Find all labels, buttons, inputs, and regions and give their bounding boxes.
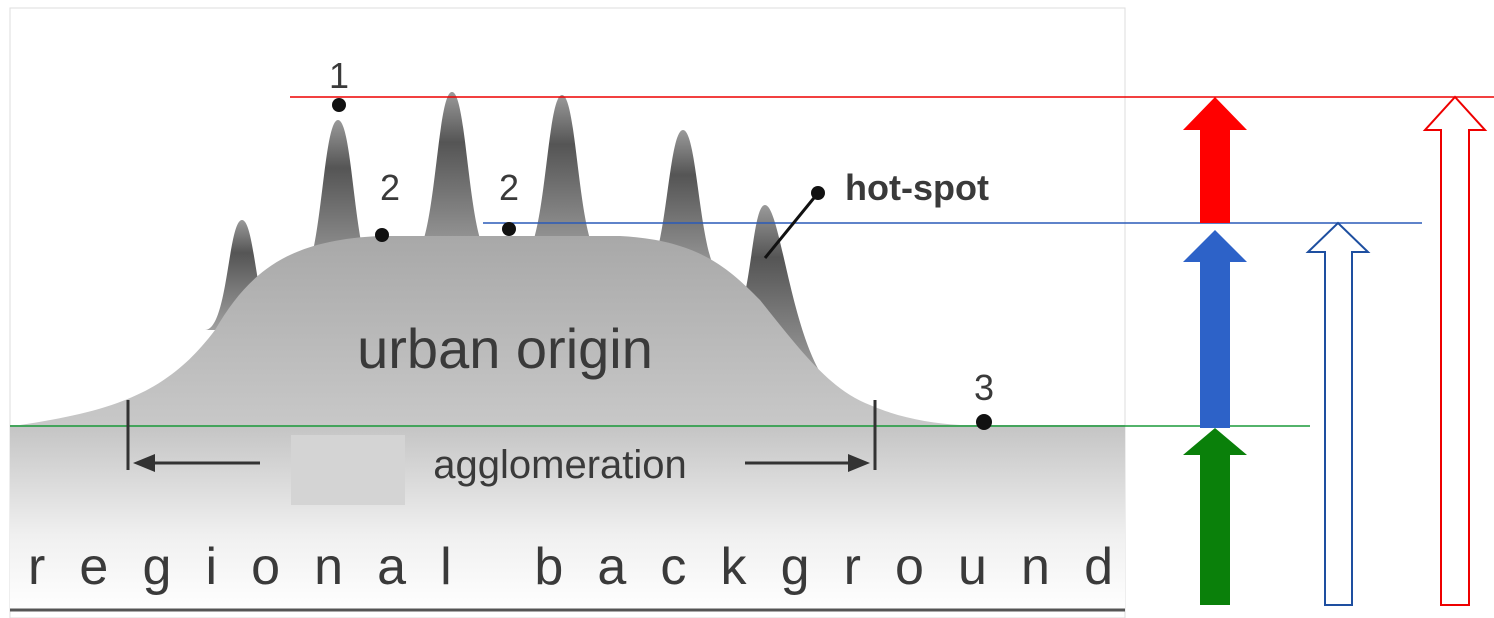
label: 3 (974, 367, 994, 408)
label: 2 (499, 167, 519, 208)
filled-arrows (1183, 97, 1247, 605)
label: hot-spot (845, 167, 989, 208)
outline-arrows (1308, 97, 1485, 605)
gray-box (291, 435, 405, 505)
label: urban origin (357, 317, 653, 380)
label: 2 (380, 167, 400, 208)
diagram: 1 2 2 hot-spot urban origin 3 agglomerat… (0, 0, 1494, 618)
label: agglomeration (433, 443, 687, 487)
label: 1 (329, 55, 349, 96)
